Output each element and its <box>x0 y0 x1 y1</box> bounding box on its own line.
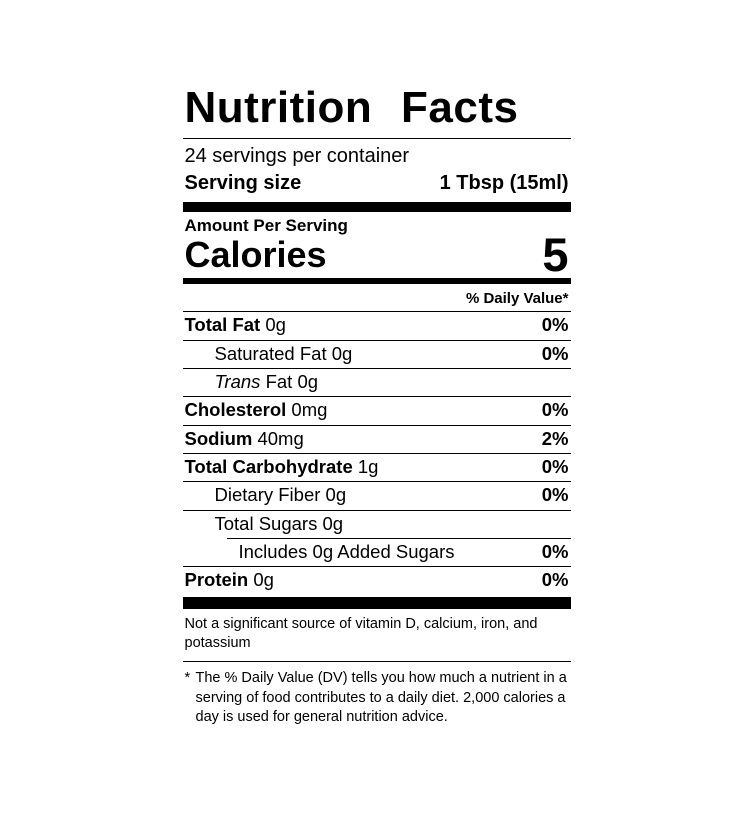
footnote-line: Not a significant source of vitamin D, c… <box>184 615 538 632</box>
nutrient-row-cholesterol: Cholesterol 0mg 0% <box>182 397 571 426</box>
calories-row: Calories 5 <box>183 227 571 281</box>
nutrient-amount: 0g <box>325 484 347 506</box>
nutrient-name: Sodium <box>184 427 253 449</box>
thick-divider-bar <box>182 202 571 212</box>
nutrient-dv: 0% <box>541 456 569 478</box>
calories-label: Calories <box>184 234 327 276</box>
nutrient-name: Includes 0g Added Sugars <box>238 541 455 563</box>
nutrient-dv: 0% <box>541 541 569 563</box>
nutrient-amount: 0g <box>331 342 353 364</box>
indented-divider <box>226 538 571 540</box>
nutrient-row-saturated-fat: Saturated Fat 0g 0% <box>182 341 571 370</box>
nutrient-amount: 0g <box>322 512 344 534</box>
amount-per-serving-label: Amount Per Serving <box>184 216 348 235</box>
footnote-line: The % Daily Value (DV) tells you how muc… <box>195 670 567 687</box>
serving-size-label: Serving size <box>184 172 302 194</box>
nutrient-row-added-sugars: Includes 0g Added Sugars 0% <box>182 539 571 568</box>
nutrient-dv: 0% <box>541 342 569 364</box>
nutrient-dv: 0% <box>541 569 569 591</box>
nutrient-dv: 0% <box>541 484 569 506</box>
footnote-line: potassium <box>184 634 251 651</box>
nutrient-name: Cholesterol <box>184 399 287 421</box>
nutrient-name: Saturated Fat <box>214 342 327 364</box>
servings-per-container: 24 servings per container <box>184 145 410 167</box>
bottom-thick-bar <box>182 596 571 609</box>
nutrient-dv: 2% <box>541 427 569 449</box>
serving-size-value: 1 Tbsp (15ml) <box>439 172 569 194</box>
medium-divider-bar <box>182 278 571 285</box>
nutrient-amount: 0g <box>265 314 286 336</box>
nutrient-amount: 0g <box>253 569 274 591</box>
footnote-line: day is used for general nutrition advice… <box>195 708 448 725</box>
footnote-asterisk: * <box>184 670 191 687</box>
nutrient-amount: 1g <box>357 456 379 478</box>
nutrient-amount: 40mg <box>257 427 304 449</box>
nutrient-row-protein: Protein 0g 0% <box>183 567 571 594</box>
footnote-line: serving of food contributes to a daily d… <box>195 689 566 706</box>
divider <box>182 138 571 139</box>
nutrient-amount: 0mg <box>291 399 328 421</box>
nutrient-name: Protein <box>184 569 249 591</box>
label-title: Nutrition Facts <box>184 83 519 132</box>
nutrient-row-sodium: Sodium 40mg 2% <box>182 426 571 455</box>
not-significant-footnote: Not a significant source of vitamin D, c… <box>182 609 571 663</box>
nutrient-name: Total Fat <box>184 314 261 336</box>
calories-value: 5 <box>542 227 569 281</box>
daily-value-header: % Daily Value* <box>182 284 571 313</box>
daily-value-footnote: * The % Daily Value (DV) tells you how m… <box>183 662 571 726</box>
nutrient-row-trans-fat: Trans Fat 0g <box>182 369 571 398</box>
nutrient-name-italic: Trans <box>214 371 261 393</box>
nutrient-row-total-fat: Total Fat 0g 0% <box>182 312 571 341</box>
nutrient-row-total-sugars: Total Sugars 0g <box>183 511 571 538</box>
nutrient-name: Total Sugars <box>214 512 318 534</box>
nutrient-name: Fat <box>265 371 293 393</box>
nutrient-row-dietary-fiber: Dietary Fiber 0g 0% <box>182 482 571 511</box>
serving-size-row: Serving size 1 Tbsp (15ml) <box>183 169 571 202</box>
nutrient-row-total-carbohydrate: Total Carbohydrate 1g 0% <box>182 454 571 483</box>
nutrient-name: Total Carbohydrate <box>184 456 353 478</box>
nutrition-facts-label: Nutrition Facts 24 servings per containe… <box>182 83 571 727</box>
nutrient-dv: 0% <box>541 399 569 421</box>
nutrient-amount: 0g <box>297 371 319 393</box>
nutrient-name: Dietary Fiber <box>214 484 321 506</box>
nutrient-dv: 0% <box>541 314 569 336</box>
